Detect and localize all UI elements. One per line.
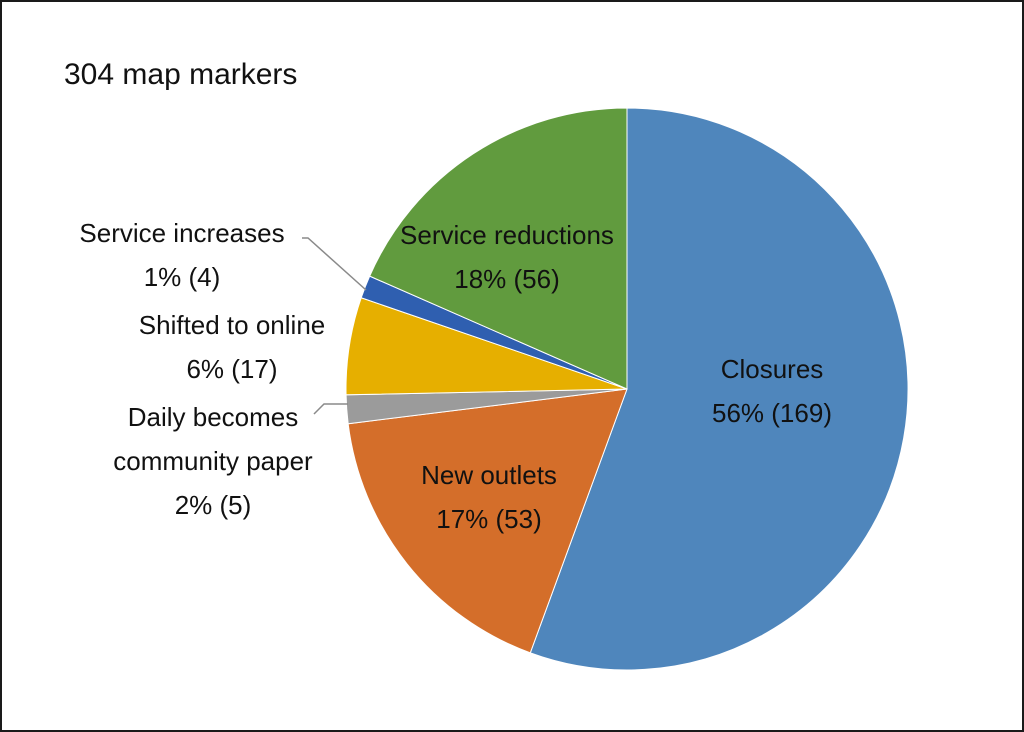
- slice-value-service-increases: 1% (4): [144, 262, 221, 292]
- pie-slice-new-outlets: [347, 388, 628, 654]
- slice-value-daily-becomes-community-paper: 2% (5): [175, 490, 252, 520]
- slice-name-shifted-to-online: Shifted to online: [139, 310, 325, 340]
- chart-title: 304 map markers: [64, 58, 298, 91]
- slice-name-service-increases: Service increases: [79, 218, 284, 248]
- slice-value-new-outlets: 17% (53): [436, 504, 542, 534]
- slice-name-service-reductions: Service reductions: [400, 220, 614, 250]
- leader-line-daily-becomes-community-paper: [313, 403, 348, 415]
- leader-lines: [302, 237, 367, 415]
- slice-labels: Closures 56% (169) New outlets 17% (53) Dail…: [79, 218, 832, 534]
- pie-slices: [345, 107, 909, 671]
- slice-label-service-increases: Service increases 1% (4): [79, 218, 284, 292]
- slice-label-daily-becomes-community-paper: Daily becomes community paper 2% (5): [113, 402, 313, 520]
- slice-label-new-outlets: New outlets 17% (53): [421, 460, 557, 534]
- slice-value-shifted-to-online: 6% (17): [186, 354, 277, 384]
- slice-name-closures: Closures: [721, 354, 824, 384]
- slice-value-closures: 56% (169): [712, 398, 832, 428]
- slice-label-service-reductions: Service reductions 18% (56): [400, 220, 614, 294]
- slice-name-daily-becomes-community-paper: community paper: [113, 446, 313, 476]
- slice-value-service-reductions: 18% (56): [454, 264, 560, 294]
- pie-slice-service-reductions: [369, 107, 628, 390]
- slice-name-new-outlets: New outlets: [421, 460, 557, 490]
- leader-line-service-increases: [302, 237, 367, 291]
- slice-label-closures: Closures 56% (169): [712, 354, 832, 428]
- pie-slice-closures: [529, 107, 909, 671]
- slice-name-daily-becomes-community-paper: Daily becomes: [128, 402, 299, 432]
- slice-label-shifted-to-online: Shifted to online 6% (17): [139, 310, 325, 384]
